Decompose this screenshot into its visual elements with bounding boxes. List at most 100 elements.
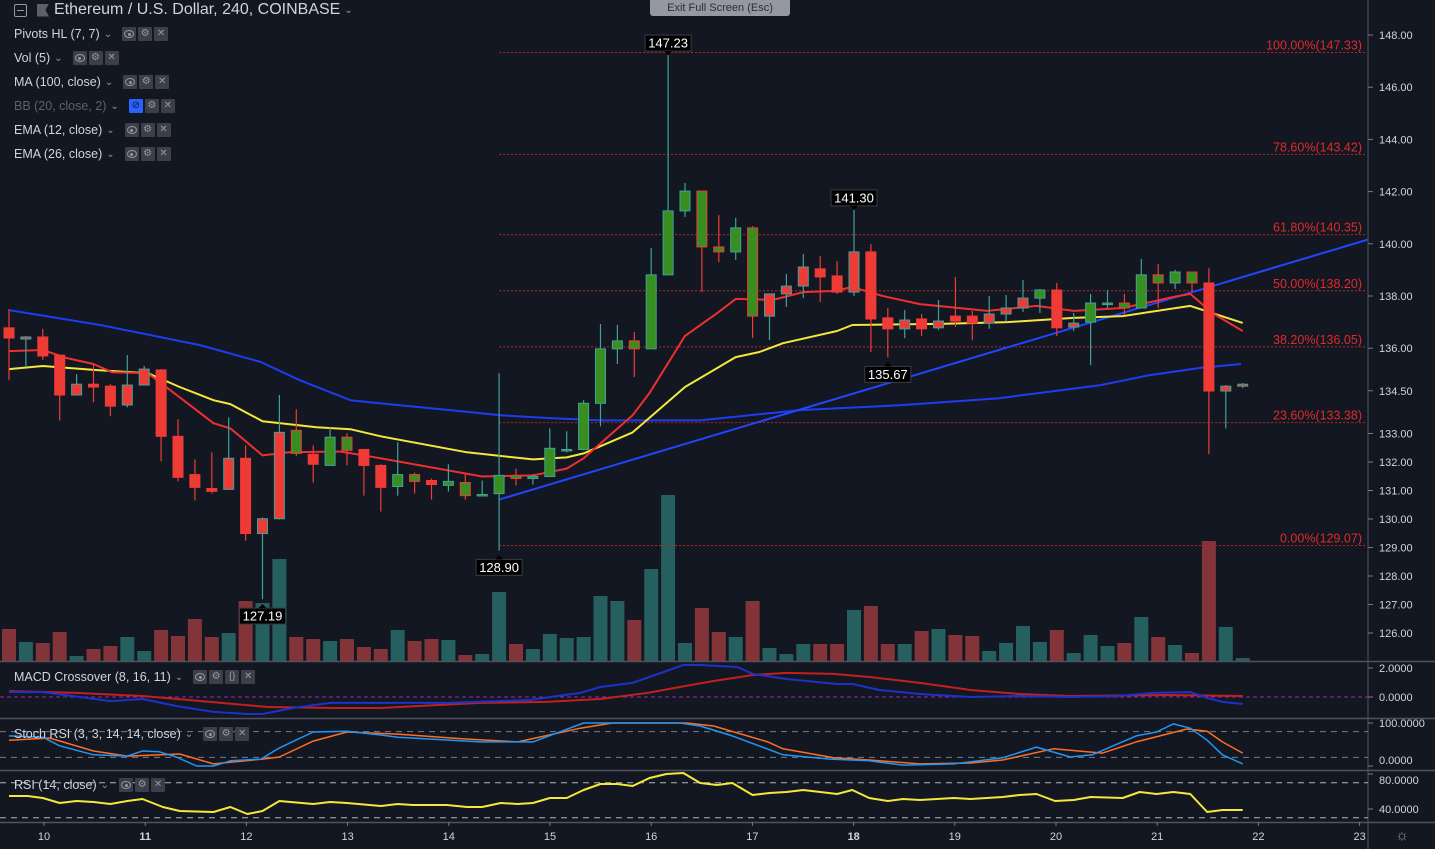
candle[interactable] (595, 323, 606, 427)
eye-icon[interactable] (122, 27, 137, 41)
candle[interactable] (121, 355, 133, 408)
rsi-legend[interactable]: RSI (14, close) ⌄ ⚙ ✕ (14, 778, 166, 792)
close-icon[interactable]: ✕ (155, 75, 170, 89)
candle[interactable] (3, 309, 15, 381)
candle[interactable] (155, 369, 167, 462)
candle[interactable] (54, 354, 66, 421)
candle[interactable] (933, 299, 944, 330)
gear-icon[interactable]: ⚙ (209, 670, 224, 684)
close-icon[interactable]: ✕ (156, 147, 171, 161)
gear-icon[interactable]: ⚙ (135, 778, 150, 792)
candle[interactable] (696, 190, 708, 293)
macd-legend[interactable]: MACD Crossover (8, 16, 11) ⌄ ⚙{} ✕ (14, 670, 256, 684)
candle[interactable] (459, 474, 471, 500)
flag-icon[interactable] (37, 3, 49, 17)
candle[interactable] (88, 363, 99, 403)
close-icon[interactable]: ✕ (156, 123, 171, 137)
rsi-label[interactable]: RSI (14, close) (14, 778, 97, 792)
candle[interactable] (189, 459, 201, 501)
source-code-icon[interactable]: {} (225, 670, 240, 684)
candle[interactable] (899, 310, 911, 339)
candle[interactable] (206, 452, 218, 494)
chevron-down-icon[interactable]: ⌄ (110, 100, 119, 112)
candle[interactable] (814, 256, 826, 303)
eye-icon[interactable] (119, 778, 134, 792)
chart-settings-gear-icon[interactable]: ☼ (1395, 827, 1409, 844)
symbol-title[interactable]: Ethereum / U.S. Dollar, 240, COINBASE (54, 1, 341, 18)
candle[interactable] (104, 384, 116, 417)
candle[interactable] (797, 253, 809, 299)
indicator-legend-row[interactable]: MA (100, close) ⌄ ⚙ ✕ (14, 73, 170, 91)
candle[interactable] (257, 517, 268, 600)
candle[interactable] (71, 374, 83, 396)
candle[interactable] (882, 308, 894, 358)
candle[interactable] (662, 55, 674, 276)
candle[interactable] (1186, 271, 1198, 293)
candle[interactable] (966, 310, 978, 341)
stoch-rsi-legend[interactable]: Stoch RSI (3, 3, 14, 14, close) ⌄ ⚙ ✕ (14, 727, 250, 741)
gear-icon[interactable]: ⚙ (138, 27, 153, 41)
candle[interactable] (544, 428, 556, 478)
chevron-down-icon[interactable]: ⌄ (54, 52, 63, 64)
candle[interactable] (442, 464, 454, 492)
macd-label[interactable]: MACD Crossover (8, 16, 11) (14, 670, 171, 684)
candle[interactable] (561, 431, 573, 453)
candle[interactable] (324, 427, 336, 466)
eye-icon[interactable] (124, 123, 139, 137)
candle[interactable] (1102, 289, 1113, 309)
indicator-label[interactable]: BB (20, close, 2) (14, 99, 107, 113)
close-icon[interactable]: ✕ (104, 51, 119, 65)
candle[interactable] (730, 217, 742, 260)
eye-icon[interactable] (203, 727, 218, 741)
chevron-down-icon[interactable]: ⌄ (104, 76, 114, 88)
candle[interactable] (983, 296, 995, 329)
chevron-down-icon[interactable]: ⌄ (103, 28, 113, 40)
candle[interactable] (1068, 312, 1080, 331)
candle[interactable] (493, 373, 505, 551)
indicator-legend-row[interactable]: EMA (26, close) ⌄ ⚙ ✕ (14, 145, 171, 163)
eye-hidden-icon[interactable]: ⊘ (128, 99, 143, 113)
rsi-pane[interactable] (0, 772, 1368, 819)
symbol-title-row[interactable]: Ethereum / U.S. Dollar, 240, COINBASE ⌄ (14, 0, 353, 20)
candle[interactable] (1237, 383, 1249, 389)
gear-icon[interactable]: ⚙ (144, 99, 159, 113)
candle[interactable] (780, 274, 792, 307)
indicator-label[interactable]: EMA (26, close) (14, 147, 103, 161)
chevron-down-icon[interactable]: ⌄ (174, 671, 184, 683)
indicator-label[interactable]: Vol (5) (14, 51, 51, 65)
close-icon[interactable]: ✕ (151, 778, 166, 792)
candle[interactable] (37, 328, 49, 360)
candle[interactable] (341, 433, 353, 466)
candle[interactable] (679, 182, 691, 217)
chevron-down-icon[interactable]: ⌄ (184, 728, 194, 740)
candle[interactable] (510, 468, 522, 486)
gear-icon[interactable]: ⚙ (139, 75, 154, 89)
eye-icon[interactable] (193, 670, 208, 684)
collapse-legend-icon[interactable] (14, 3, 27, 17)
indicator-legend-row[interactable]: BB (20, close, 2) ⌄ ⊘ ⚙ ✕ (14, 97, 175, 115)
candle[interactable] (1152, 263, 1164, 309)
candle[interactable] (1118, 293, 1130, 316)
eye-icon[interactable] (123, 75, 138, 89)
candle[interactable] (949, 276, 961, 328)
chevron-down-icon[interactable]: ⌄ (106, 124, 115, 136)
candle[interactable] (611, 324, 623, 364)
candle[interactable] (358, 448, 370, 496)
close-icon[interactable]: ✕ (241, 670, 256, 684)
gear-icon[interactable]: ⚙ (140, 147, 155, 161)
candle[interactable] (172, 419, 184, 482)
stoch-rsi-label[interactable]: Stoch RSI (3, 3, 14, 14, close) (14, 727, 181, 741)
chevron-down-icon[interactable]: ⌄ (100, 779, 110, 791)
main-pane[interactable]: 100.00%(147.33) 78.60%(143.42) 61.80%(140.… (2, 34, 1369, 661)
stoch-rsi-pane[interactable] (0, 722, 1368, 767)
eye-icon[interactable] (124, 147, 139, 161)
candle[interactable] (138, 365, 150, 386)
candle[interactable] (747, 226, 759, 339)
close-icon[interactable]: ✕ (235, 727, 250, 741)
candle[interactable] (223, 417, 235, 490)
candle[interactable] (1085, 293, 1097, 366)
candle[interactable] (409, 472, 421, 494)
candle[interactable] (628, 332, 640, 378)
candle[interactable] (527, 474, 539, 485)
